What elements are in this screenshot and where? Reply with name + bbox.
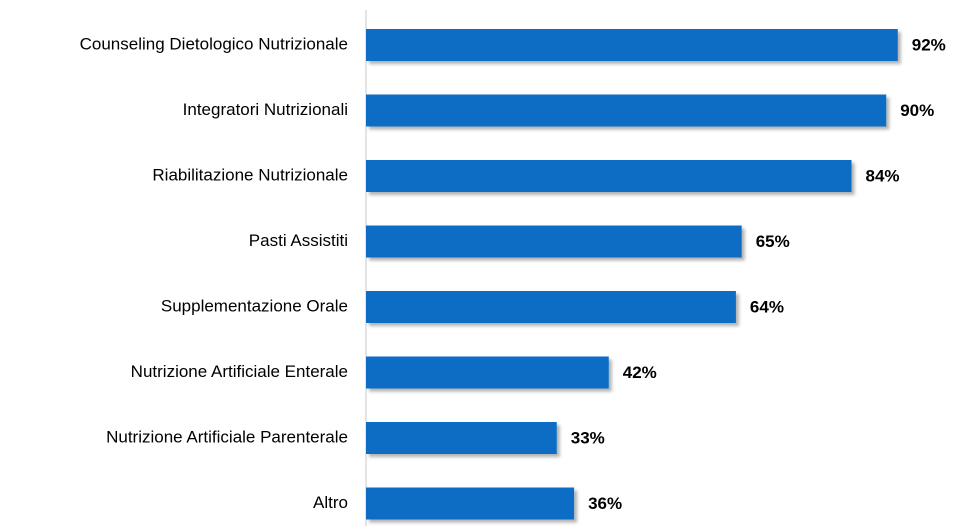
value-label: 64% (750, 297, 784, 316)
bar (366, 487, 575, 520)
bar (366, 356, 609, 389)
y-tick-label: Integratori Nutrizionali (183, 100, 348, 119)
value-label: 42% (623, 363, 657, 382)
value-label: 90% (900, 101, 934, 120)
bar (366, 291, 736, 323)
y-tick-label: Pasti Assistiti (249, 231, 348, 250)
bar (366, 29, 898, 61)
y-tick-label: Nutrizione Artificiale Parenterale (106, 427, 348, 446)
value-label: 33% (571, 428, 605, 447)
bar (366, 422, 557, 454)
y-tick-label: Nutrizione Artificiale Enterale (131, 362, 348, 381)
bar (366, 225, 742, 258)
bar (366, 94, 887, 127)
value-label: 84% (866, 166, 900, 185)
bar (366, 160, 852, 192)
y-tick-label: Altro (313, 493, 348, 512)
value-label: 65% (756, 232, 790, 251)
y-tick-label: Riabilitazione Nutrizionale (152, 165, 348, 184)
value-label: 92% (912, 35, 946, 54)
y-tick-label: Supplementazione Orale (161, 296, 348, 315)
value-label: 36% (588, 494, 622, 513)
y-tick-label: Counseling Dietologico Nutrizionale (80, 34, 348, 53)
